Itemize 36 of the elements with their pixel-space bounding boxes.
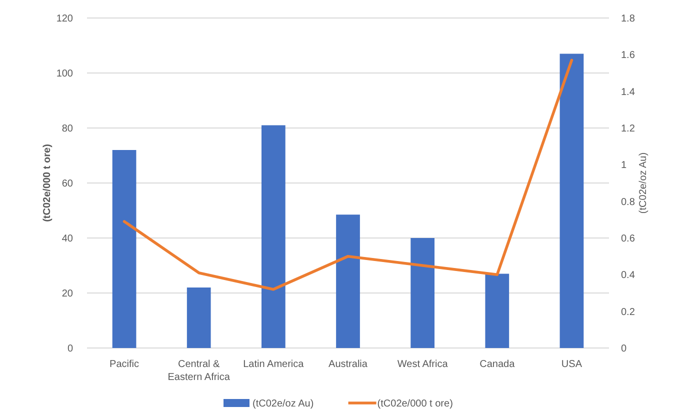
x-tick-label: West Africa — [397, 359, 448, 370]
x-tick-label: Latin America — [243, 359, 304, 370]
y2-axis-title: (tC02e/oz Au) — [638, 152, 649, 214]
y2-tick-label: 0.8 — [621, 196, 636, 208]
y2-tick-label: 1.4 — [621, 86, 636, 98]
y2-tick-label: 1 — [621, 160, 627, 172]
y2-tick-label: 0.4 — [621, 270, 636, 282]
y2-tick-label: 0.6 — [621, 234, 636, 244]
bar — [336, 214, 360, 348]
y-axis-title: (tC02e/000 t ore) — [42, 144, 53, 222]
y2-tick-label: 1.6 — [621, 50, 636, 62]
y-tick-label: 120 — [56, 14, 74, 24]
bar — [186, 288, 211, 348]
y-tick-label: 60 — [62, 178, 74, 190]
line-series — [122, 58, 574, 291]
x-tick-label: USA — [561, 359, 582, 370]
y-tick-label: 80 — [62, 124, 74, 134]
y2-tick-label: 0 — [621, 344, 627, 354]
bar — [261, 125, 286, 348]
y2-tick-label: 1.8 — [621, 14, 636, 24]
bar — [485, 274, 510, 348]
x-tick-label: Canada — [480, 359, 516, 370]
y2-tick-label: 0.2 — [621, 306, 636, 318]
y-tick-label: 40 — [62, 234, 74, 244]
legend-label: (tC02e/oz Au) — [252, 398, 314, 410]
bar — [410, 238, 435, 348]
y-tick-label: 0 — [67, 344, 74, 354]
y-tick-label: 100 — [56, 68, 74, 80]
y2-tick-label: 1.2 — [621, 124, 636, 134]
bar — [560, 54, 584, 348]
y-tick-label: 20 — [62, 288, 74, 300]
legend-label: (tC02e/000 t ore) — [377, 398, 453, 410]
x-tick-label: Australia — [328, 359, 368, 370]
x-tick-label: Pacific — [110, 359, 140, 370]
bar — [112, 150, 136, 348]
x-tick-label: Central & Eastern Africa — [168, 359, 230, 383]
